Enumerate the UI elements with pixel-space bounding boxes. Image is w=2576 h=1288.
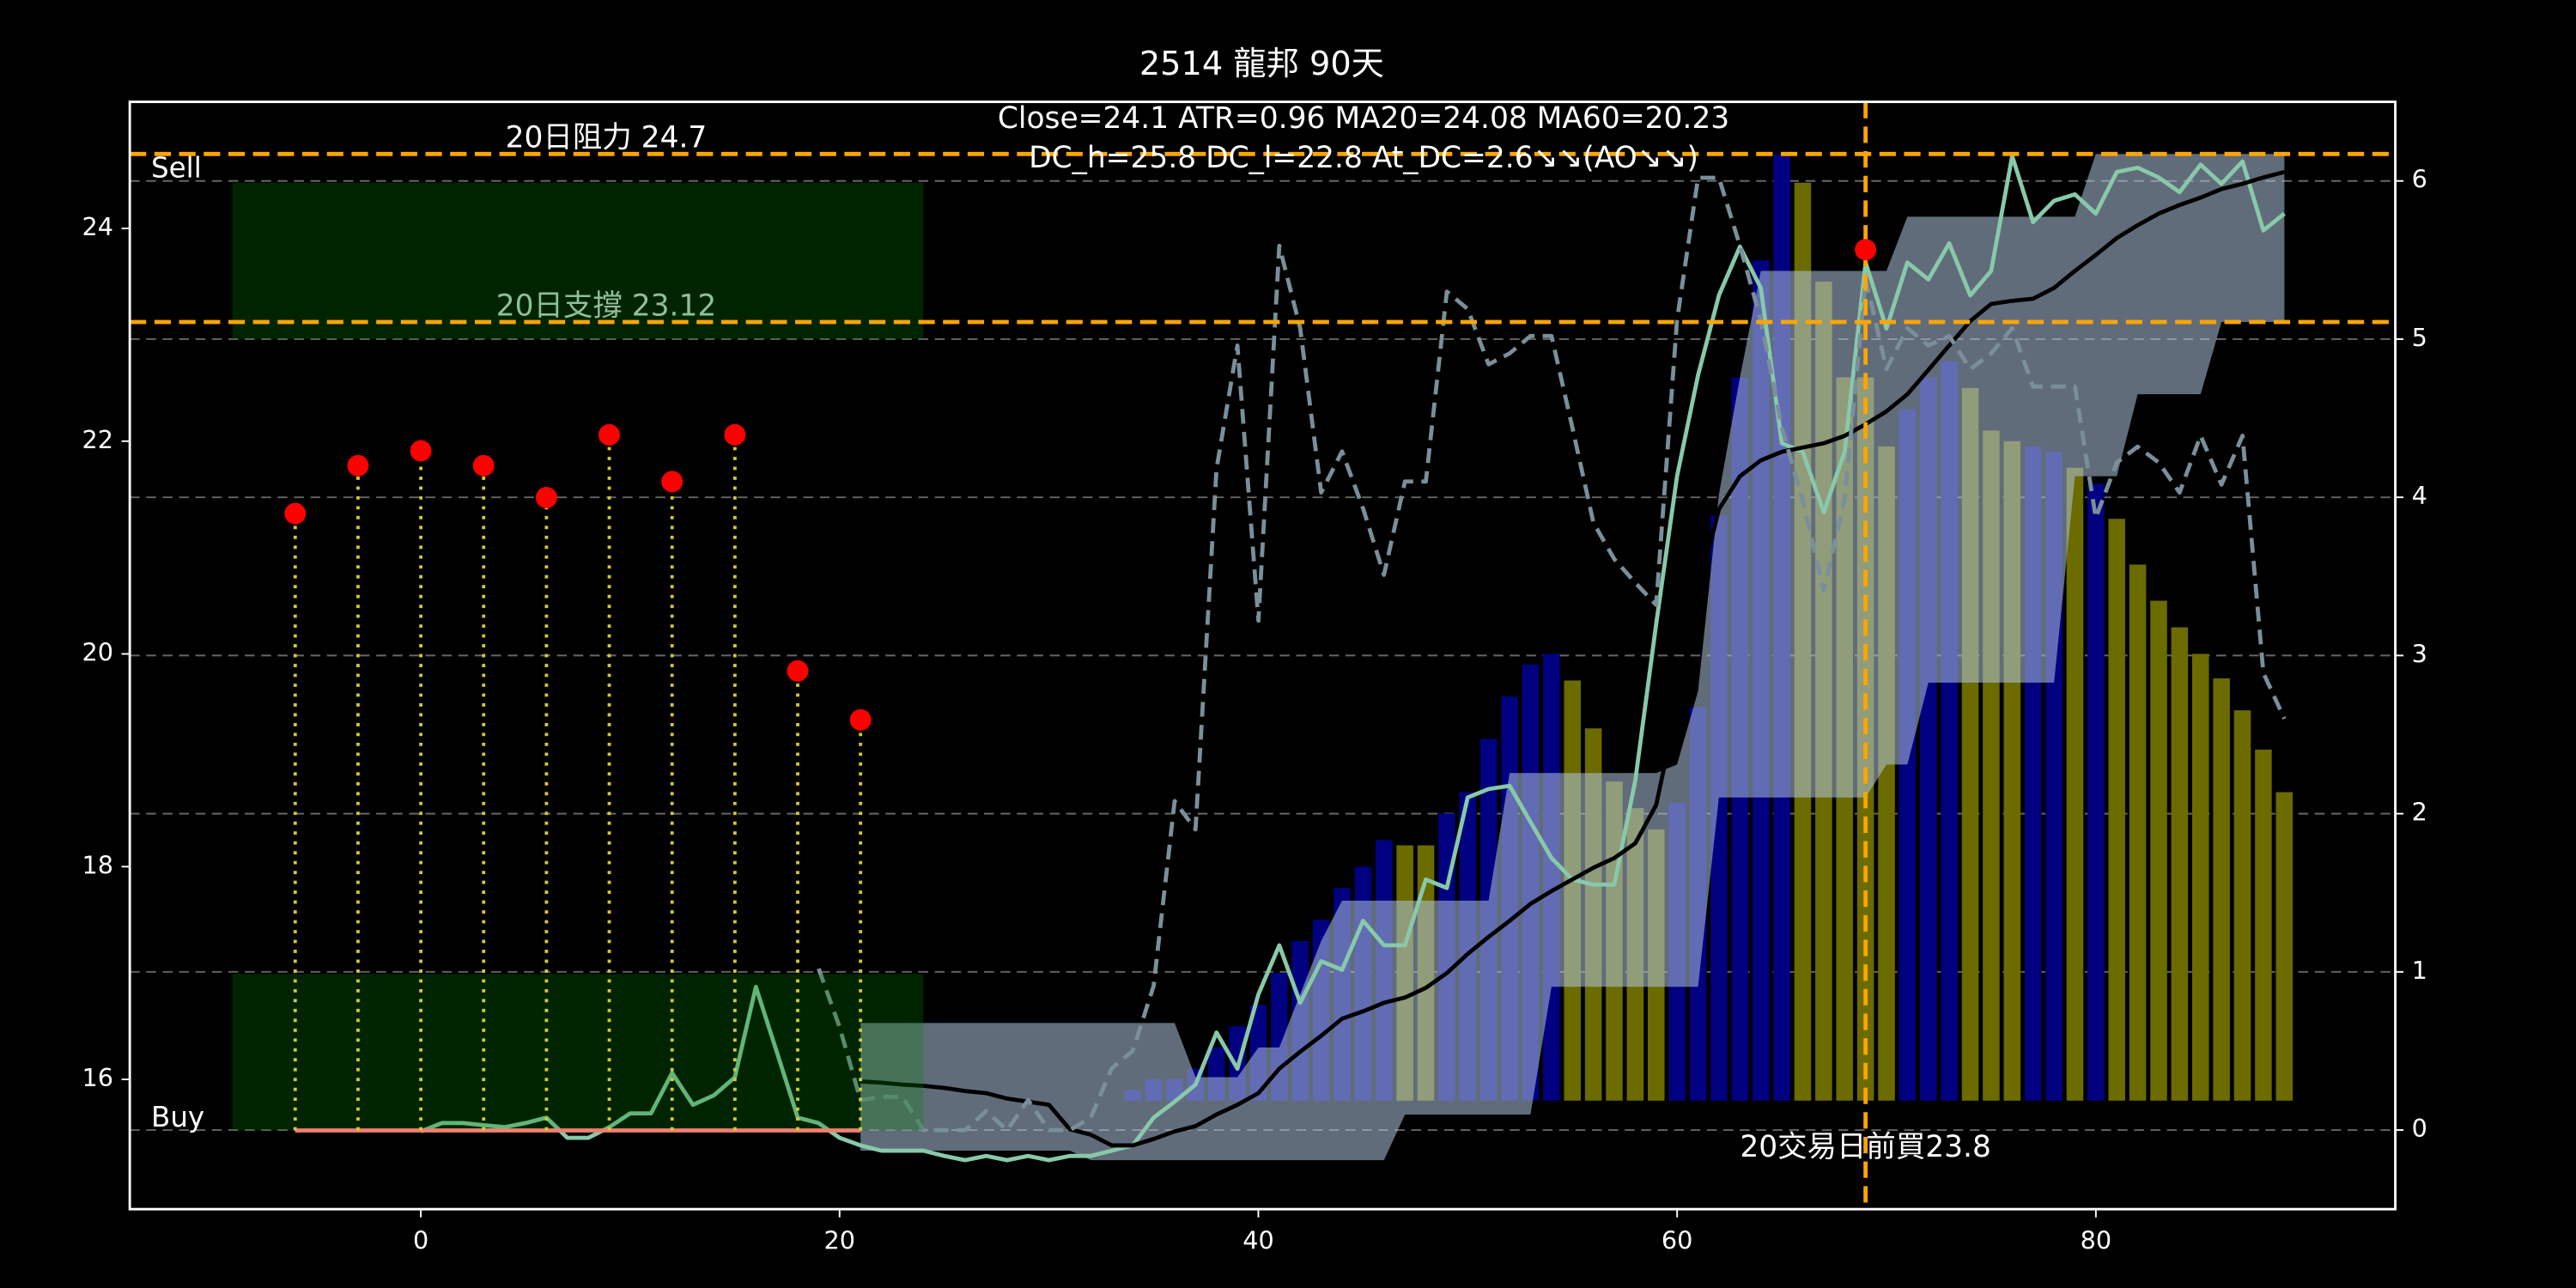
zone-label: Sell [151, 151, 202, 184]
zone-label: Buy [151, 1101, 204, 1133]
plot-frame [128, 100, 2397, 1211]
bar [2213, 678, 2230, 1101]
x-tick-label: 40 [1242, 1225, 1274, 1255]
zone [232, 182, 924, 339]
signal-dot [410, 440, 432, 462]
y2-tick-label: 5 [2412, 323, 2427, 352]
reference-label: 20日阻力 24.7 [506, 121, 708, 155]
marker-label: 20交易日前買23.8 [1740, 1130, 1991, 1164]
series-line [860, 170, 2285, 1148]
bar [2192, 653, 2209, 1101]
marker-dot [1855, 239, 1877, 261]
y2-tick-label: 1 [2412, 956, 2427, 985]
y2-tick-label: 3 [2412, 639, 2427, 668]
annotation: Close=24.1 ATR=0.96 MA20=24.08 MA60=20.2… [998, 101, 1729, 136]
series-line [420, 154, 2286, 1163]
bar [2066, 467, 2084, 1101]
bar [2255, 750, 2272, 1101]
x-tick-label: 60 [1662, 1225, 1693, 1255]
bar [2275, 792, 2293, 1101]
signal-dot [535, 487, 557, 508]
signal-dot [724, 423, 746, 446]
x-tick-label: 20 [824, 1225, 856, 1255]
y-tick-label: 18 [82, 850, 113, 879]
bar [2087, 483, 2105, 1101]
signal-dot [347, 454, 369, 477]
bar [2108, 519, 2125, 1101]
signal-dot [849, 708, 872, 731]
bar [2233, 710, 2251, 1101]
zone [232, 974, 924, 1131]
y-tick-label: 24 [82, 212, 113, 241]
annotation: DC_h=25.8 DC_l=22.8 At_DC=2.6↘↘(AO↘↘) [1029, 141, 1698, 175]
x-tick-label: 80 [2081, 1225, 2112, 1255]
y-tick-label: 22 [82, 425, 113, 454]
reference-label: 20日支撐 23.12 [496, 289, 717, 323]
band-area [860, 154, 2285, 1161]
y2-tick-label: 4 [2412, 481, 2427, 510]
y2-tick-label: 2 [2412, 798, 2427, 827]
y-tick-label: 20 [82, 638, 113, 667]
signal-dot [472, 454, 495, 477]
bar [2129, 564, 2147, 1101]
bar [2171, 627, 2189, 1101]
signal-dot [598, 423, 620, 446]
signal-dot [787, 659, 809, 682]
bar [2150, 600, 2167, 1101]
signal-dot [284, 502, 307, 525]
x-tick-label: 0 [413, 1225, 428, 1255]
series-line [817, 175, 2287, 1133]
y-tick-label: 16 [82, 1063, 113, 1092]
signal-dot [661, 471, 683, 493]
chart-title: 2514 龍邦 90天 [1139, 45, 1384, 83]
y2-tick-label: 6 [2412, 165, 2427, 194]
y2-tick-label: 0 [2412, 1114, 2427, 1143]
